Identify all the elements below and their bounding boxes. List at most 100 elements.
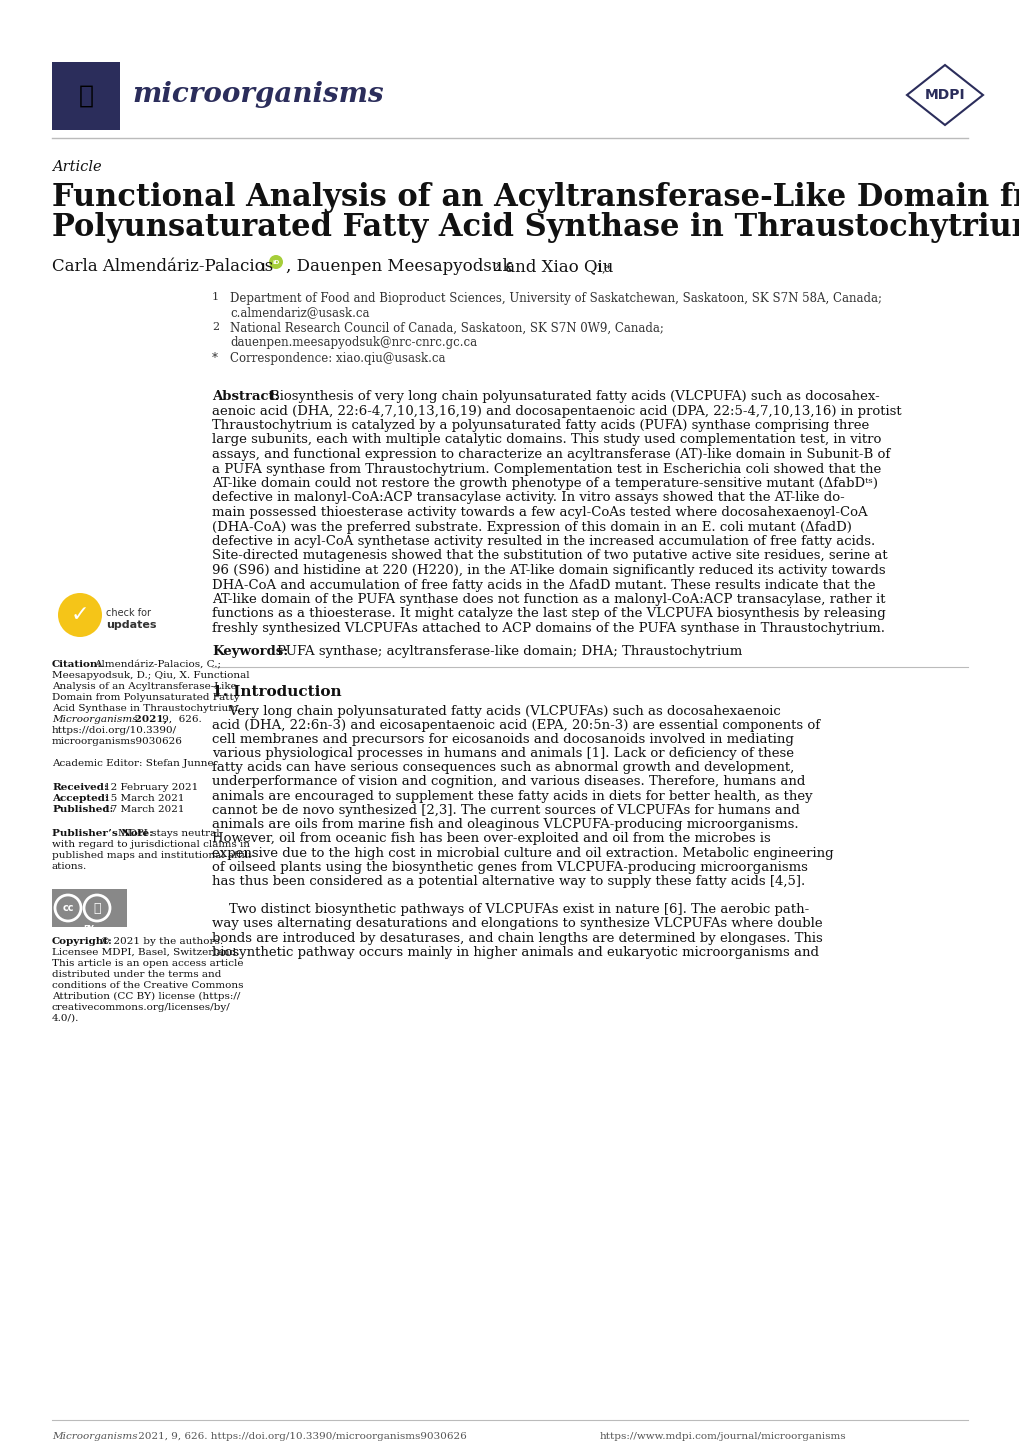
Text: 15 March 2021: 15 March 2021 (104, 795, 184, 803)
Text: Microorganisms: Microorganisms (52, 715, 138, 724)
Text: published maps and institutional affili-: published maps and institutional affili- (52, 851, 255, 859)
Text: and Xiao Qiu: and Xiao Qiu (499, 258, 612, 275)
Text: cell membranes and precursors for eicosanoids and docosanoids involved in mediat: cell membranes and precursors for eicosa… (212, 733, 793, 746)
Text: c.almendariz@usask.ca: c.almendariz@usask.ca (229, 306, 369, 319)
Text: This article is an open access article: This article is an open access article (52, 959, 244, 968)
Text: *: * (212, 352, 218, 365)
Text: dauenpen.meesapyodsuk@nrc-cnrc.gc.ca: dauenpen.meesapyodsuk@nrc-cnrc.gc.ca (229, 336, 477, 349)
Text: DHA-CoA and accumulation of free fatty acids in the ΔfadD mutant. These results : DHA-CoA and accumulation of free fatty a… (212, 578, 874, 591)
Text: Two distinct biosynthetic pathways of VLCPUFAs exist in nature [6]. The aerobic : Two distinct biosynthetic pathways of VL… (212, 903, 808, 916)
Circle shape (58, 593, 102, 637)
Text: Published:: Published: (52, 805, 113, 813)
Text: Analysis of an Acyltransferase-Like: Analysis of an Acyltransferase-Like (52, 682, 236, 691)
Text: (DHA-CoA) was the preferred substrate. Expression of this domain in an E. coli m: (DHA-CoA) was the preferred substrate. E… (212, 521, 851, 534)
Text: 4.0/).: 4.0/). (52, 1014, 79, 1022)
Text: 9,  626.: 9, 626. (159, 715, 202, 724)
Text: Almendáriz-Palacios, C.;: Almendáriz-Palacios, C.; (94, 660, 221, 669)
Circle shape (269, 255, 282, 270)
Text: creativecommons.org/licenses/by/: creativecommons.org/licenses/by/ (52, 1004, 230, 1012)
Text: large subunits, each with multiple catalytic domains. This study used complement: large subunits, each with multiple catal… (212, 434, 880, 447)
Text: defective in malonyl-CoA:ACP transacylase activity. In vitro assays showed that : defective in malonyl-CoA:ACP transacylas… (212, 492, 844, 505)
Text: 2: 2 (212, 322, 219, 332)
Text: Article: Article (52, 160, 102, 174)
Text: microorganisms9030626: microorganisms9030626 (52, 737, 182, 746)
Text: fatty acids can have serious consequences such as abnormal growth and developmen: fatty acids can have serious consequence… (212, 761, 794, 774)
Text: 12 February 2021: 12 February 2021 (104, 783, 198, 792)
Bar (52, 62, 120, 130)
Text: Acid Synthase in Thraustochytrium.: Acid Synthase in Thraustochytrium. (52, 704, 240, 712)
Text: Department of Food and Bioproduct Sciences, University of Saskatchewan, Saskatoo: Department of Food and Bioproduct Scienc… (229, 291, 881, 306)
Text: cannot be de novo synthesized [2,3]. The current sources of VLCPUFAs for humans : cannot be de novo synthesized [2,3]. The… (212, 803, 799, 818)
Text: 1,*: 1,* (595, 262, 611, 273)
Text: Attribution (CC BY) license (https://: Attribution (CC BY) license (https:// (52, 992, 240, 1001)
Text: assays, and functional expression to characterize an acyltransferase (AT)-like d: assays, and functional expression to cha… (212, 448, 890, 461)
Text: aenoic acid (DHA, 22:6-4,7,10,13,16,19) and docosapentaenoic acid (DPA, 22:5-4,7: aenoic acid (DHA, 22:6-4,7,10,13,16,19) … (212, 405, 901, 418)
Text: has thus been considered as a potential alternative way to supply these fatty ac: has thus been considered as a potential … (212, 875, 804, 888)
Text: MDPI: MDPI (924, 88, 964, 102)
Text: However, oil from oceanic fish has been over-exploited and oil from the microbes: However, oil from oceanic fish has been … (212, 832, 770, 845)
Text: Licensee MDPI, Basel, Switzerland.: Licensee MDPI, Basel, Switzerland. (52, 947, 239, 957)
Text: Keywords:: Keywords: (212, 645, 288, 658)
Text: expensive due to the high cost in microbial culture and oil extraction. Metaboli: expensive due to the high cost in microb… (212, 846, 833, 859)
Text: Domain from Polyunsaturated Fatty: Domain from Polyunsaturated Fatty (52, 694, 239, 702)
Text: updates: updates (106, 620, 156, 630)
Text: Copyright:: Copyright: (52, 937, 113, 946)
Text: MDPI stays neutral: MDPI stays neutral (118, 829, 219, 838)
Text: Carla Almendáriz-Palacios: Carla Almendáriz-Palacios (52, 258, 273, 275)
Text: distributed under the terms and: distributed under the terms and (52, 970, 221, 979)
Text: Citation:: Citation: (52, 660, 102, 669)
Text: biosynthetic pathway occurs mainly in higher animals and eukaryotic microorganis: biosynthetic pathway occurs mainly in hi… (212, 946, 818, 959)
Text: Accepted:: Accepted: (52, 795, 109, 803)
Text: Ⓘ: Ⓘ (93, 901, 101, 914)
Text: iD: iD (272, 260, 279, 264)
Text: underperformance of vision and cognition, and various diseases. Therefore, human: underperformance of vision and cognition… (212, 776, 805, 789)
Text: defective in acyl-CoA synthetase activity resulted in the increased accumulation: defective in acyl-CoA synthetase activit… (212, 535, 874, 548)
Text: 2021,: 2021, (130, 715, 167, 724)
Text: Biosynthesis of very long chain polyunsaturated fatty acids (VLCPUFA) such as do: Biosynthesis of very long chain polyunsa… (270, 389, 879, 402)
Text: , Dauenpen Meesapyodsuk: , Dauenpen Meesapyodsuk (285, 258, 512, 275)
Text: https://www.mdpi.com/journal/microorganisms: https://www.mdpi.com/journal/microorgani… (599, 1432, 846, 1441)
Text: with regard to jurisdictional claims in: with regard to jurisdictional claims in (52, 841, 250, 849)
Text: Microorganisms: Microorganisms (52, 1432, 138, 1441)
Text: main possessed thioesterase activity towards a few acyl-CoAs tested where docosa: main possessed thioesterase activity tow… (212, 506, 867, 519)
Text: Abstract:: Abstract: (212, 389, 279, 402)
Text: animals are oils from marine fish and oleaginous VLCPUFA-producing microorganism: animals are oils from marine fish and ol… (212, 818, 798, 831)
Text: Correspondence: xiao.qiu@usask.ca: Correspondence: xiao.qiu@usask.ca (229, 352, 445, 365)
Text: ✓: ✓ (70, 606, 90, 624)
Text: Publisher’s Note:: Publisher’s Note: (52, 829, 153, 838)
Text: 1. Introduction: 1. Introduction (212, 685, 341, 698)
Text: Very long chain polyunsaturated fatty acids (VLCPUFAs) such as docosahexaenoic: Very long chain polyunsaturated fatty ac… (212, 705, 780, 718)
Text: acid (DHA, 22:6n-3) and eicosapentaenoic acid (EPA, 20:5n-3) are essential compo: acid (DHA, 22:6n-3) and eicosapentaenoic… (212, 718, 819, 731)
Text: AT-like domain of the PUFA synthase does not function as a malonyl-CoA:ACP trans: AT-like domain of the PUFA synthase does… (212, 593, 884, 606)
Text: AT-like domain could not restore the growth phenotype of a temperature-sensitive: AT-like domain could not restore the gro… (212, 477, 877, 490)
Text: Polyunsaturated Fatty Acid Synthase in Thraustochytrium: Polyunsaturated Fatty Acid Synthase in T… (52, 212, 1019, 244)
Text: PUFA synthase; acyltransferase-like domain; DHA; Thraustochytrium: PUFA synthase; acyltransferase-like doma… (277, 645, 742, 658)
Text: Received:: Received: (52, 783, 108, 792)
Text: microorganisms: microorganisms (131, 82, 383, 108)
Text: © 2021 by the authors.: © 2021 by the authors. (100, 937, 223, 946)
Text: Thraustochytrium is catalyzed by a polyunsaturated fatty acids (PUFA) synthase c: Thraustochytrium is catalyzed by a polyu… (212, 420, 868, 433)
Text: BY: BY (84, 924, 95, 934)
Text: various physiological processes in humans and animals [1]. Lack or deficiency of: various physiological processes in human… (212, 747, 793, 760)
Text: freshly synthesized VLCPUFAs attached to ACP domains of the PUFA synthase in Thr: freshly synthesized VLCPUFAs attached to… (212, 622, 884, 634)
Text: functions as a thioesterase. It might catalyze the last step of the VLCPUFA bios: functions as a thioesterase. It might ca… (212, 607, 884, 620)
Text: a PUFA synthase from Thraustochytrium. Complementation test in Escherichia coli : a PUFA synthase from Thraustochytrium. C… (212, 463, 880, 476)
Text: 1: 1 (260, 262, 267, 273)
Text: conditions of the Creative Commons: conditions of the Creative Commons (52, 981, 244, 991)
Text: ations.: ations. (52, 862, 88, 871)
Text: 🦠: 🦠 (78, 84, 94, 108)
Text: National Research Council of Canada, Saskatoon, SK S7N 0W9, Canada;: National Research Council of Canada, Sas… (229, 322, 663, 335)
Text: Meesapyodsuk, D.; Qiu, X. Functional: Meesapyodsuk, D.; Qiu, X. Functional (52, 671, 250, 681)
Text: 2: 2 (491, 262, 498, 273)
Text: Site-directed mutagenesis showed that the substitution of two putative active si: Site-directed mutagenesis showed that th… (212, 549, 887, 562)
Text: 2021, 9, 626. https://doi.org/10.3390/microorganisms9030626: 2021, 9, 626. https://doi.org/10.3390/mi… (135, 1432, 467, 1441)
Text: way uses alternating desaturations and elongations to synthesize VLCPUFAs where : way uses alternating desaturations and e… (212, 917, 821, 930)
Text: https://doi.org/10.3390/: https://doi.org/10.3390/ (52, 725, 177, 735)
Text: 96 (S96) and histidine at 220 (H220), in the AT-like domain significantly reduce: 96 (S96) and histidine at 220 (H220), in… (212, 564, 884, 577)
Text: cc: cc (62, 903, 73, 913)
Text: of oilseed plants using the biosynthetic genes from VLCPUFA-producing microorgan: of oilseed plants using the biosynthetic… (212, 861, 807, 874)
Bar (52, 890, 127, 927)
Text: Functional Analysis of an Acyltransferase-Like Domain from: Functional Analysis of an Acyltransferas… (52, 182, 1019, 213)
Text: bonds are introduced by desaturases, and chain lengths are determined by elongas: bonds are introduced by desaturases, and… (212, 932, 822, 945)
Text: animals are encouraged to supplement these fatty acids in diets for better healt: animals are encouraged to supplement the… (212, 790, 812, 803)
